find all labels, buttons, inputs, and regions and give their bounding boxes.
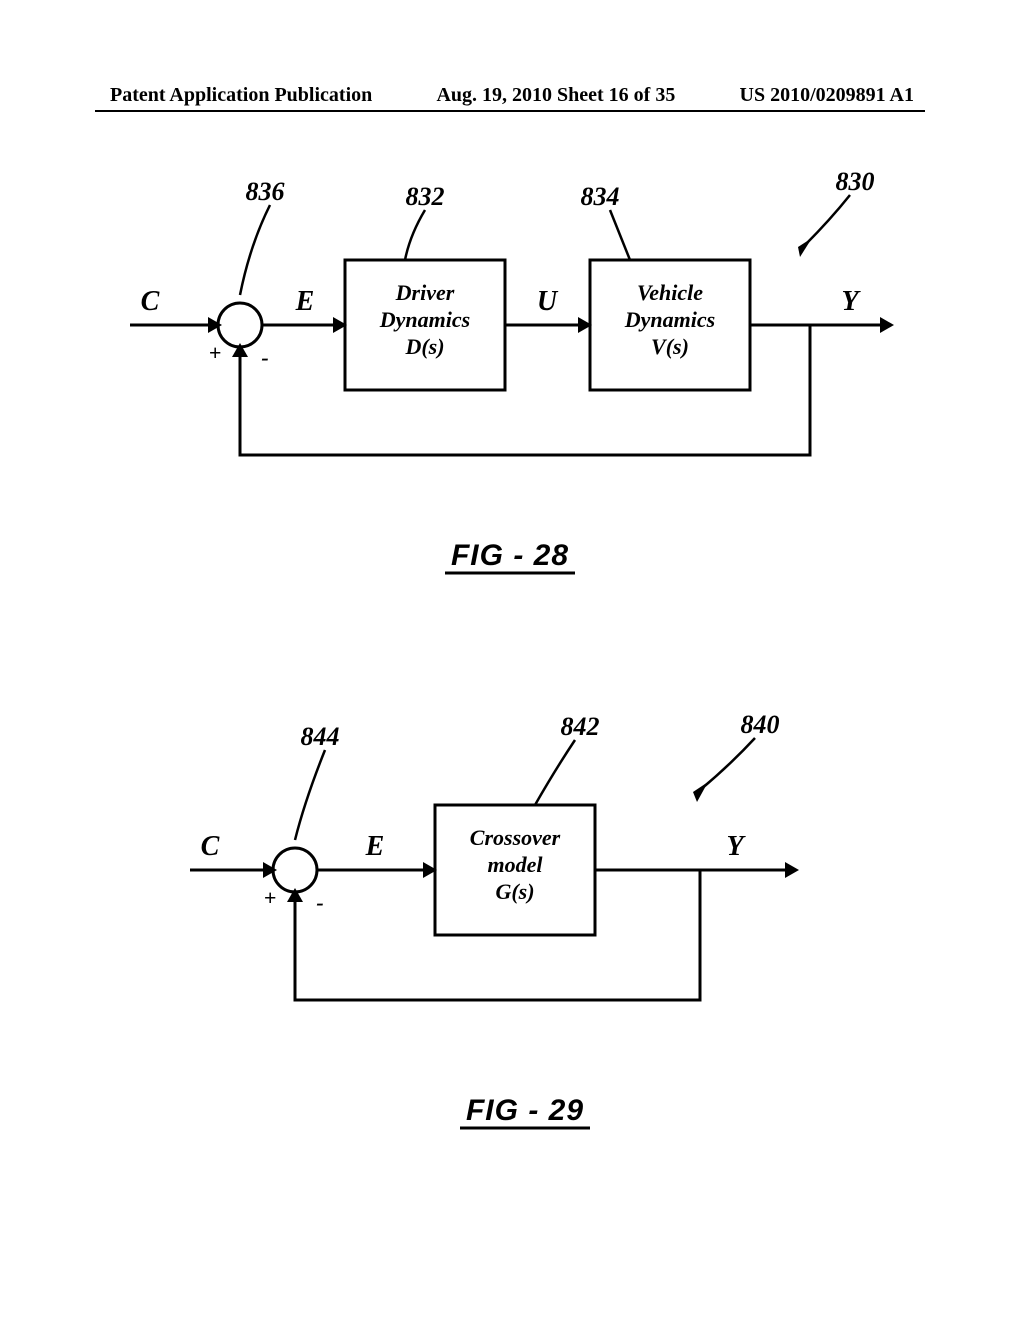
header-rule bbox=[95, 110, 925, 112]
header-center: Aug. 19, 2010 Sheet 16 of 35 bbox=[436, 84, 675, 107]
block29-line3: G(s) bbox=[495, 879, 534, 904]
header-left: Patent Application Publication bbox=[110, 84, 372, 107]
block2-line3: V(s) bbox=[651, 334, 689, 359]
leader-840 bbox=[700, 738, 755, 790]
label-u-28: U bbox=[537, 286, 559, 317]
summing-junction-29 bbox=[273, 848, 317, 892]
fig-28: + - C E U Y Driver Dynamics D(s) Vehicle… bbox=[110, 165, 910, 615]
label-y-29: Y bbox=[726, 831, 746, 862]
arrow-y bbox=[880, 317, 894, 333]
minus-sign-29: - bbox=[316, 890, 323, 915]
header-right: US 2010/0209891 A1 bbox=[740, 84, 914, 107]
ref-830: 830 bbox=[836, 167, 875, 196]
ref-836: 836 bbox=[246, 177, 285, 206]
label-c-29: C bbox=[201, 831, 220, 862]
block29-line2: model bbox=[488, 852, 544, 877]
ref-832: 832 bbox=[406, 182, 445, 211]
block1-line1: Driver bbox=[395, 280, 455, 305]
leader-832 bbox=[405, 210, 425, 260]
leader-830 bbox=[805, 195, 850, 245]
plus-sign-28: + bbox=[209, 340, 222, 365]
label-c-28: C bbox=[141, 286, 160, 317]
block2-line1: Vehicle bbox=[637, 280, 703, 305]
block2-line2: Dynamics bbox=[624, 307, 715, 332]
ref-840: 840 bbox=[741, 710, 780, 739]
leader-834 bbox=[610, 210, 630, 260]
label-e-29: E bbox=[365, 831, 385, 862]
leader-844 bbox=[295, 750, 325, 840]
caption-28: FIG - 28 bbox=[451, 539, 569, 572]
label-e-28: E bbox=[295, 286, 315, 317]
ref-834: 834 bbox=[581, 182, 620, 211]
leader-830-arrow bbox=[798, 238, 812, 257]
summing-junction-28 bbox=[218, 303, 262, 347]
leader-836 bbox=[240, 205, 270, 295]
ref-844: 844 bbox=[301, 722, 340, 751]
page-header: Patent Application Publication Aug. 19, … bbox=[0, 84, 1024, 107]
minus-sign-28: - bbox=[261, 345, 268, 370]
leader-840-arrow bbox=[693, 782, 708, 802]
ref-842: 842 bbox=[561, 712, 600, 741]
label-y-28: Y bbox=[841, 286, 861, 317]
arrow-y-29 bbox=[785, 862, 799, 878]
block29-line1: Crossover bbox=[470, 825, 561, 850]
leader-842 bbox=[535, 740, 575, 805]
block1-line3: D(s) bbox=[404, 334, 444, 359]
fig-29: + - C E Y Crossover model G(s) 844 842 8… bbox=[175, 700, 875, 1160]
caption-29: FIG - 29 bbox=[466, 1094, 584, 1127]
block1-line2: Dynamics bbox=[379, 307, 470, 332]
plus-sign-29: + bbox=[264, 885, 277, 910]
